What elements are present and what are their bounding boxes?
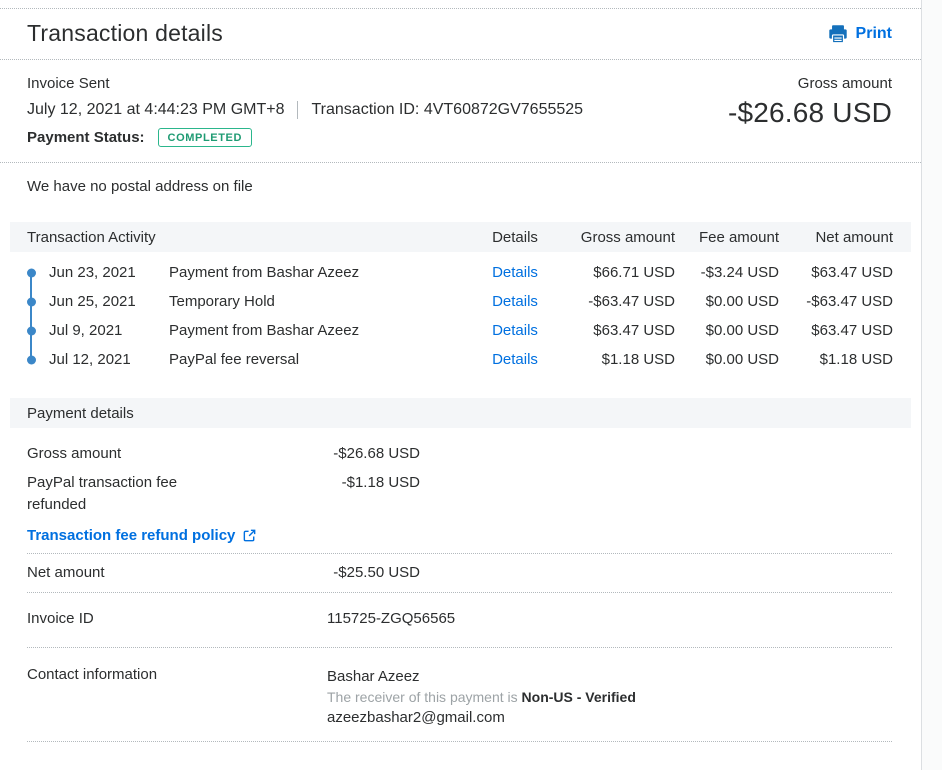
receiver-status-value: Non-US - Verified bbox=[521, 689, 636, 705]
fee-refunded-value: -$1.18 USD bbox=[341, 474, 420, 491]
vertical-separator bbox=[297, 101, 299, 119]
payment-details-title: Payment details bbox=[27, 404, 134, 422]
activity-row: Jun 23, 2021 Payment from Bashar Azeez D… bbox=[27, 258, 893, 287]
row-net: $1.18 USD bbox=[819, 351, 893, 368]
invoice-id-value: 115725-ZGQ56565 bbox=[327, 610, 456, 627]
date-line: July 12, 2021 at 4:44:23 PM GMT+8 Transa… bbox=[27, 101, 583, 119]
row-net: -$63.47 USD bbox=[806, 293, 893, 310]
payment-status-row: Payment Status: COMPLETED bbox=[27, 128, 583, 147]
row-event: Payment from Bashar Azeez bbox=[169, 322, 360, 339]
contact-name: Bashar Azeez bbox=[327, 668, 420, 685]
row-event: Temporary Hold bbox=[169, 293, 275, 310]
activity-row: Jul 9, 2021 Payment from Bashar Azeez De… bbox=[27, 316, 893, 345]
timeline-dot-cell bbox=[27, 316, 49, 345]
bottom-divider bbox=[27, 741, 892, 742]
activity-row: Jun 25, 2021 Temporary Hold Details -$63… bbox=[27, 287, 893, 316]
transaction-date: July 12, 2021 at 4:44:23 PM GMT+8 bbox=[27, 101, 285, 118]
timeline-dot-cell bbox=[27, 258, 49, 287]
column-details: Details bbox=[492, 228, 538, 246]
row-date: Jun 25, 2021 bbox=[49, 293, 136, 310]
row-gross: -$63.47 USD bbox=[588, 293, 675, 310]
receiver-status-prefix: The receiver of this payment is bbox=[327, 689, 522, 705]
print-button[interactable]: Print bbox=[827, 23, 892, 45]
contact-information-label: Contact information bbox=[27, 666, 158, 683]
timeline-dot-cell bbox=[27, 287, 49, 316]
details-link[interactable]: Details bbox=[492, 351, 538, 368]
row-net: $63.47 USD bbox=[811, 264, 893, 281]
activity-title: Transaction Activity bbox=[27, 228, 156, 246]
net-amount-value: -$25.50 USD bbox=[333, 564, 420, 581]
divider bbox=[27, 553, 892, 554]
timeline-dot-cell bbox=[27, 345, 49, 374]
invoice-id-label: Invoice ID bbox=[27, 610, 94, 627]
postal-address-notice: We have no postal address on file bbox=[27, 178, 253, 195]
row-fee: $0.00 USD bbox=[705, 322, 779, 339]
payment-details-section: Gross amount -$26.68 USD PayPal transact… bbox=[0, 428, 921, 742]
gross-amount-label: Gross amount bbox=[797, 75, 892, 92]
row-date: Jul 9, 2021 bbox=[49, 322, 123, 339]
details-link[interactable]: Details bbox=[492, 264, 538, 281]
column-net: Net amount bbox=[815, 228, 893, 246]
gross-amount-row-label: Gross amount bbox=[27, 445, 122, 462]
summary-left: Invoice Sent July 12, 2021 at 4:44:23 PM… bbox=[27, 75, 583, 147]
fee-refunded-label: PayPal transaction fee refunded bbox=[27, 472, 327, 516]
contact-information-row: Contact information Bashar Azeez The rec… bbox=[27, 648, 892, 741]
summary-section: Invoice Sent July 12, 2021 at 4:44:23 PM… bbox=[0, 60, 921, 163]
row-date: Jul 12, 2021 bbox=[49, 351, 131, 368]
status-badge: COMPLETED bbox=[157, 128, 253, 147]
row-net: $63.47 USD bbox=[811, 322, 893, 339]
fee-refunded-row: PayPal transaction fee refunded -$1.18 U… bbox=[27, 472, 892, 516]
details-link[interactable]: Details bbox=[492, 293, 538, 310]
activity-rows: Jun 23, 2021 Payment from Bashar Azeez D… bbox=[10, 252, 911, 382]
column-fee: Fee amount bbox=[698, 228, 779, 246]
invoice-id-row: Invoice ID 115725-ZGQ56565 bbox=[27, 593, 892, 647]
divider bbox=[27, 592, 892, 593]
timeline-dot-icon bbox=[27, 297, 36, 306]
top-divider bbox=[0, 8, 921, 9]
row-fee: -$3.24 USD bbox=[700, 264, 779, 281]
column-gross: Gross amount bbox=[580, 228, 675, 246]
contact-block: Bashar Azeez The receiver of this paymen… bbox=[327, 666, 636, 728]
print-label: Print bbox=[855, 24, 892, 42]
gross-amount-value: -$26.68 USD bbox=[727, 97, 892, 128]
content-card: Transaction details Print Invoice Sent J… bbox=[0, 0, 922, 770]
timeline-connector bbox=[30, 272, 32, 360]
gross-amount-row-value: -$26.68 USD bbox=[333, 445, 420, 462]
row-event: PayPal fee reversal bbox=[169, 351, 300, 368]
page-gutter bbox=[922, 0, 942, 770]
row-gross: $66.71 USD bbox=[593, 264, 675, 281]
activity-header-bar: Transaction Activity Details Gross amoun… bbox=[10, 222, 911, 252]
divider bbox=[27, 647, 892, 648]
summary-right: Gross amount -$26.68 USD bbox=[728, 75, 892, 147]
page-header: Transaction details Print bbox=[0, 9, 921, 60]
payment-details-bar: Payment details bbox=[10, 398, 911, 428]
details-link[interactable]: Details bbox=[492, 322, 538, 339]
row-event: Payment from Bashar Azeez bbox=[169, 264, 360, 281]
timeline-dot-icon bbox=[27, 355, 36, 364]
payment-status-label: Payment Status: bbox=[27, 129, 145, 146]
timeline-dot-icon bbox=[27, 268, 36, 277]
fee-refunded-label-text: PayPal transaction fee refunded bbox=[27, 474, 178, 513]
gross-amount-row: Gross amount -$26.68 USD bbox=[27, 443, 892, 465]
activity-row: Jul 12, 2021 PayPal fee reversal Details… bbox=[27, 345, 893, 374]
external-link-icon bbox=[244, 529, 256, 542]
contact-email: azeezbashar2@gmail.com bbox=[327, 709, 505, 726]
timeline-dot-icon bbox=[27, 326, 36, 335]
row-date: Jun 23, 2021 bbox=[49, 264, 136, 281]
transaction-id: Transaction ID: 4VT60872GV7655525 bbox=[311, 101, 584, 118]
receiver-status-line: The receiver of this payment is Non-US -… bbox=[327, 687, 636, 707]
fee-refund-policy-link[interactable]: Transaction fee refund policy bbox=[27, 527, 236, 544]
net-amount-label: Net amount bbox=[27, 564, 105, 581]
net-amount-row: Net amount -$25.50 USD bbox=[27, 554, 892, 592]
transaction-type: Invoice Sent bbox=[27, 75, 110, 92]
row-fee: $0.00 USD bbox=[705, 351, 779, 368]
row-gross: $1.18 USD bbox=[601, 351, 675, 368]
printer-icon bbox=[828, 24, 847, 43]
page-title: Transaction details bbox=[27, 20, 223, 46]
row-fee: $0.00 USD bbox=[705, 293, 779, 310]
policy-link-row: Transaction fee refund policy bbox=[27, 527, 892, 544]
row-gross: $63.47 USD bbox=[593, 322, 675, 339]
